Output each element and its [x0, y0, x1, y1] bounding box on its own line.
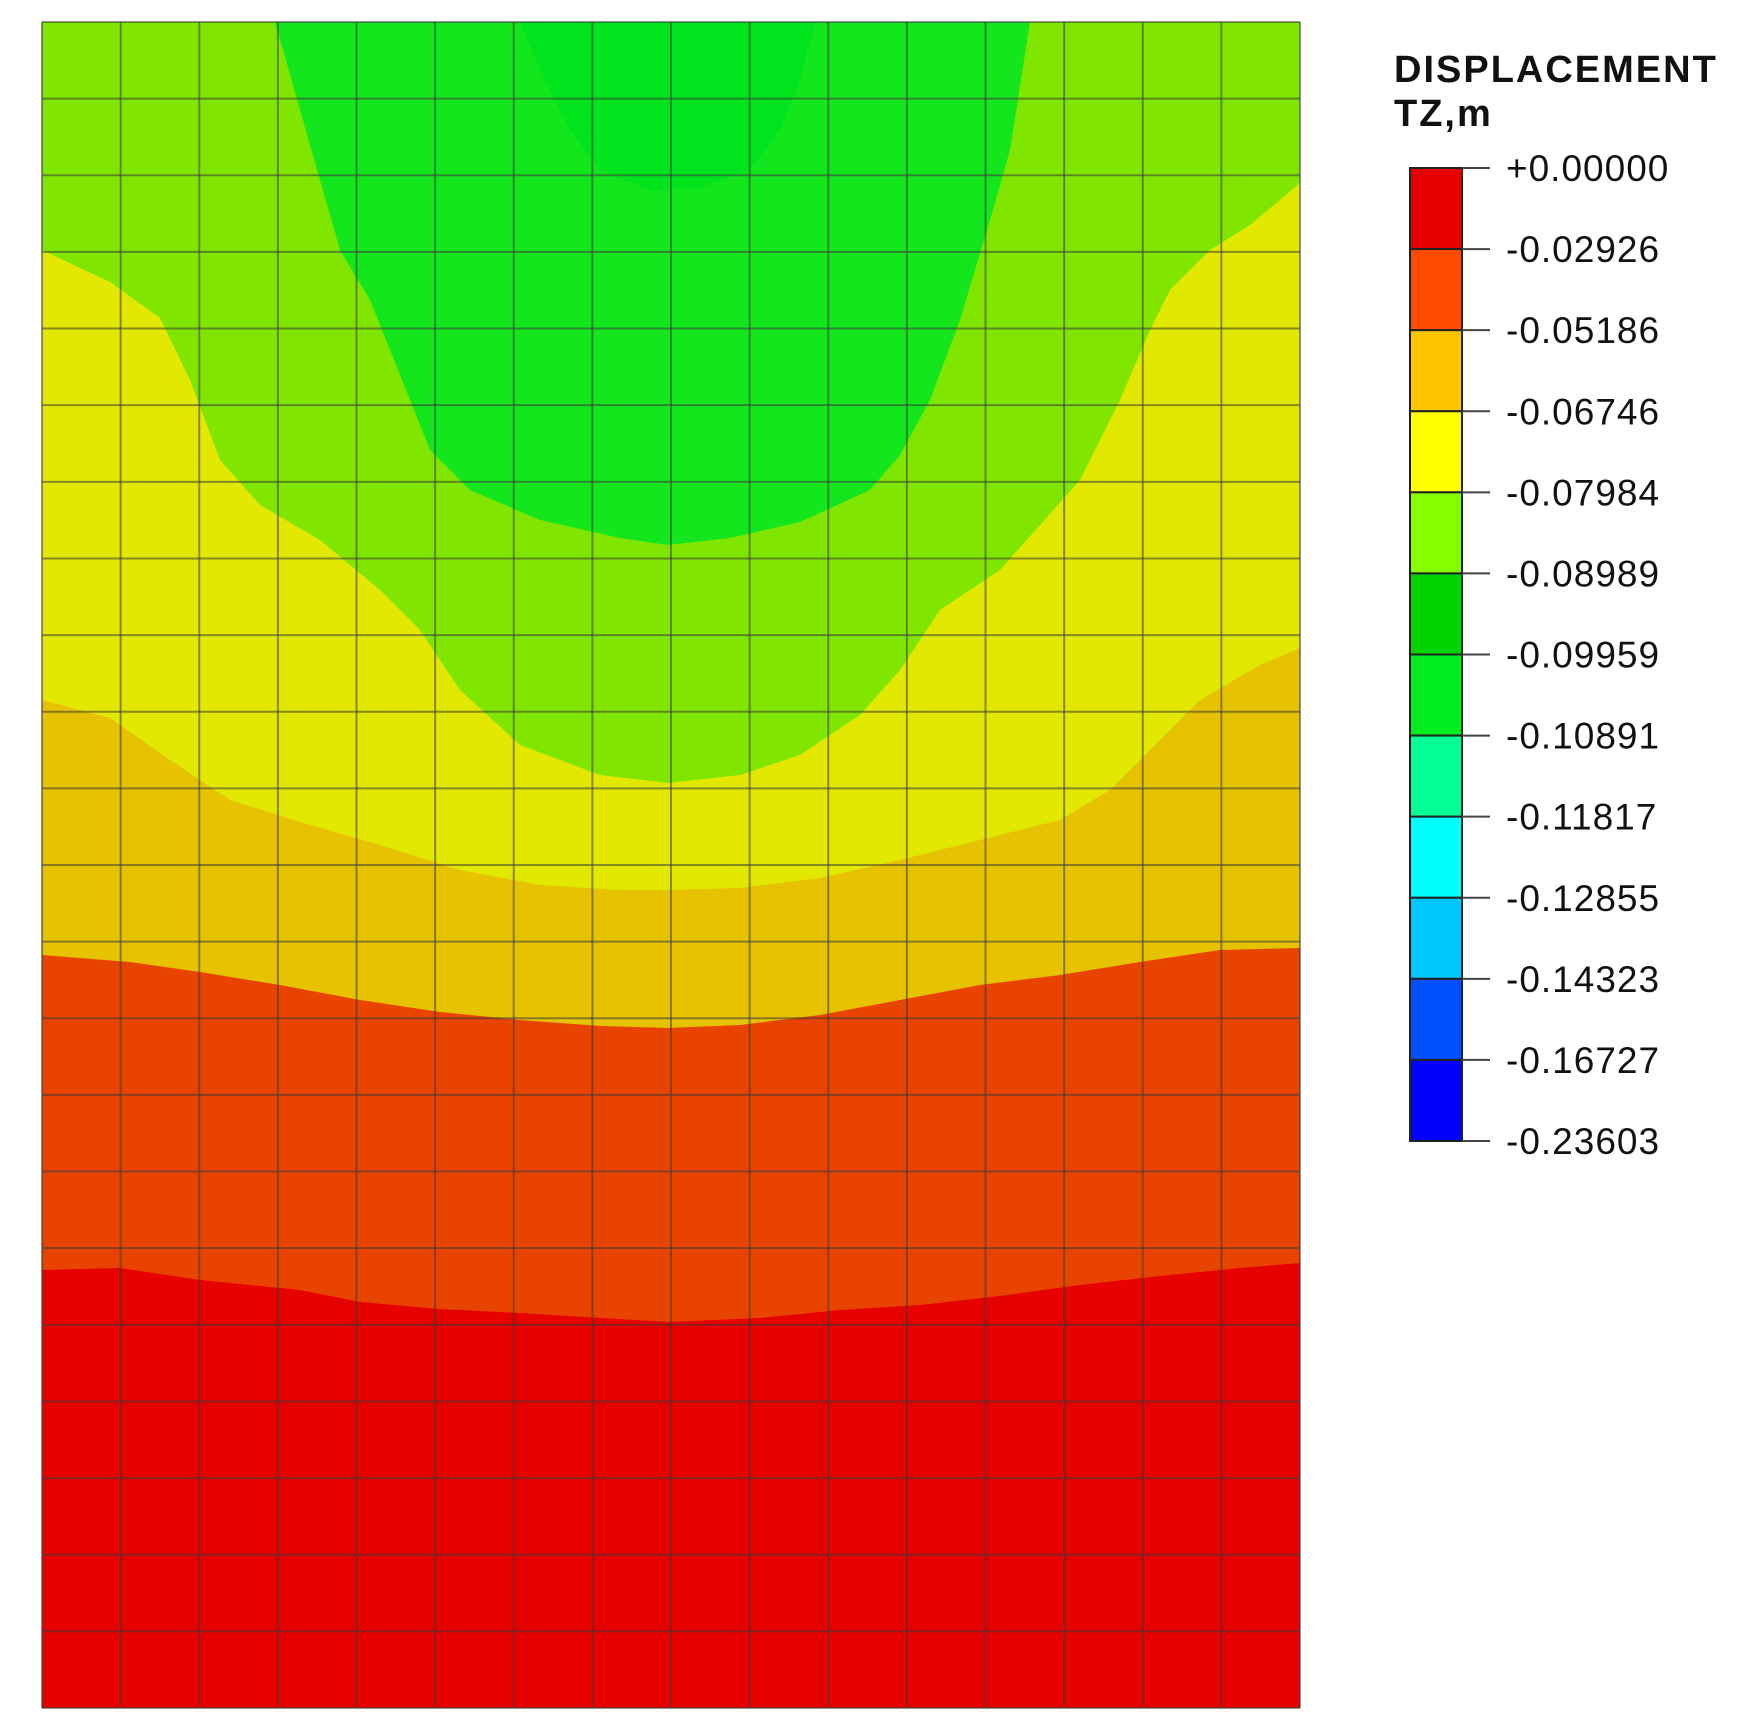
colorbar-tick-label: +0.00000: [1506, 148, 1669, 189]
colorbar-tick-label: -0.07984: [1506, 472, 1660, 513]
colorbar-tick-label: -0.10891: [1506, 716, 1660, 757]
colorbar-tick-label: -0.09959: [1506, 635, 1660, 676]
contour-band-6: [520, 22, 815, 190]
colorbar-tick-label: -0.06746: [1506, 391, 1660, 432]
colorbar-swatch: [1409, 896, 1463, 980]
colorbar-tick-label: -0.08989: [1506, 553, 1660, 594]
colorbar-tick-label: -0.12855: [1506, 878, 1660, 919]
plot-area: [41, 21, 1301, 1709]
colorbar-swatch: [1409, 653, 1463, 737]
colorbar: +0.00000 -0.02926 -0.05186 -0.06746 -0.07984…: [1409, 148, 1669, 1162]
colorbar-swatch: [1409, 1058, 1463, 1142]
colorbar-tick-label: -0.02926: [1506, 229, 1660, 270]
colorbar-title: DISPLACEMENT TZ,m: [1394, 48, 1718, 136]
colorbar-swatch: [1409, 491, 1463, 575]
colorbar-swatch: [1409, 734, 1463, 818]
colorbar-swatch: [1409, 248, 1463, 332]
colorbar-tick-label: -0.05186: [1506, 310, 1660, 351]
colorbar-swatch: [1409, 815, 1463, 899]
colorbar-tick-label: -0.11817: [1506, 797, 1657, 838]
colorbar-swatch: [1409, 167, 1463, 251]
contour-band-5: [275, 22, 1030, 545]
colorbar-tick-label: -0.23603: [1506, 1121, 1660, 1162]
colorbar-title-line2: TZ,m: [1394, 93, 1493, 135]
mesh-grid: [41, 21, 1301, 1709]
colorbar-title-line1: DISPLACEMENT: [1394, 49, 1718, 91]
colorbar-swatch: [1409, 329, 1463, 413]
colorbar-swatch: [1409, 572, 1463, 656]
colorbar-swatch: [1409, 410, 1463, 494]
colorbar-swatch: [1409, 977, 1463, 1061]
colorbar-tick-label: -0.16727: [1506, 1040, 1660, 1081]
colorbar-tick-label: -0.14323: [1506, 959, 1660, 1000]
